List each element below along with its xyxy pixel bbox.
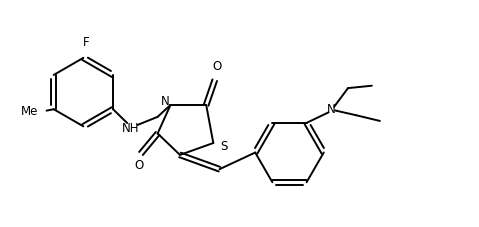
Text: O: O	[213, 60, 222, 73]
Text: F: F	[82, 36, 89, 49]
Text: N: N	[327, 103, 336, 116]
Text: N: N	[160, 95, 169, 108]
Text: Me: Me	[21, 105, 38, 118]
Text: S: S	[220, 140, 228, 153]
Text: O: O	[134, 159, 143, 172]
Text: NH: NH	[122, 122, 140, 135]
